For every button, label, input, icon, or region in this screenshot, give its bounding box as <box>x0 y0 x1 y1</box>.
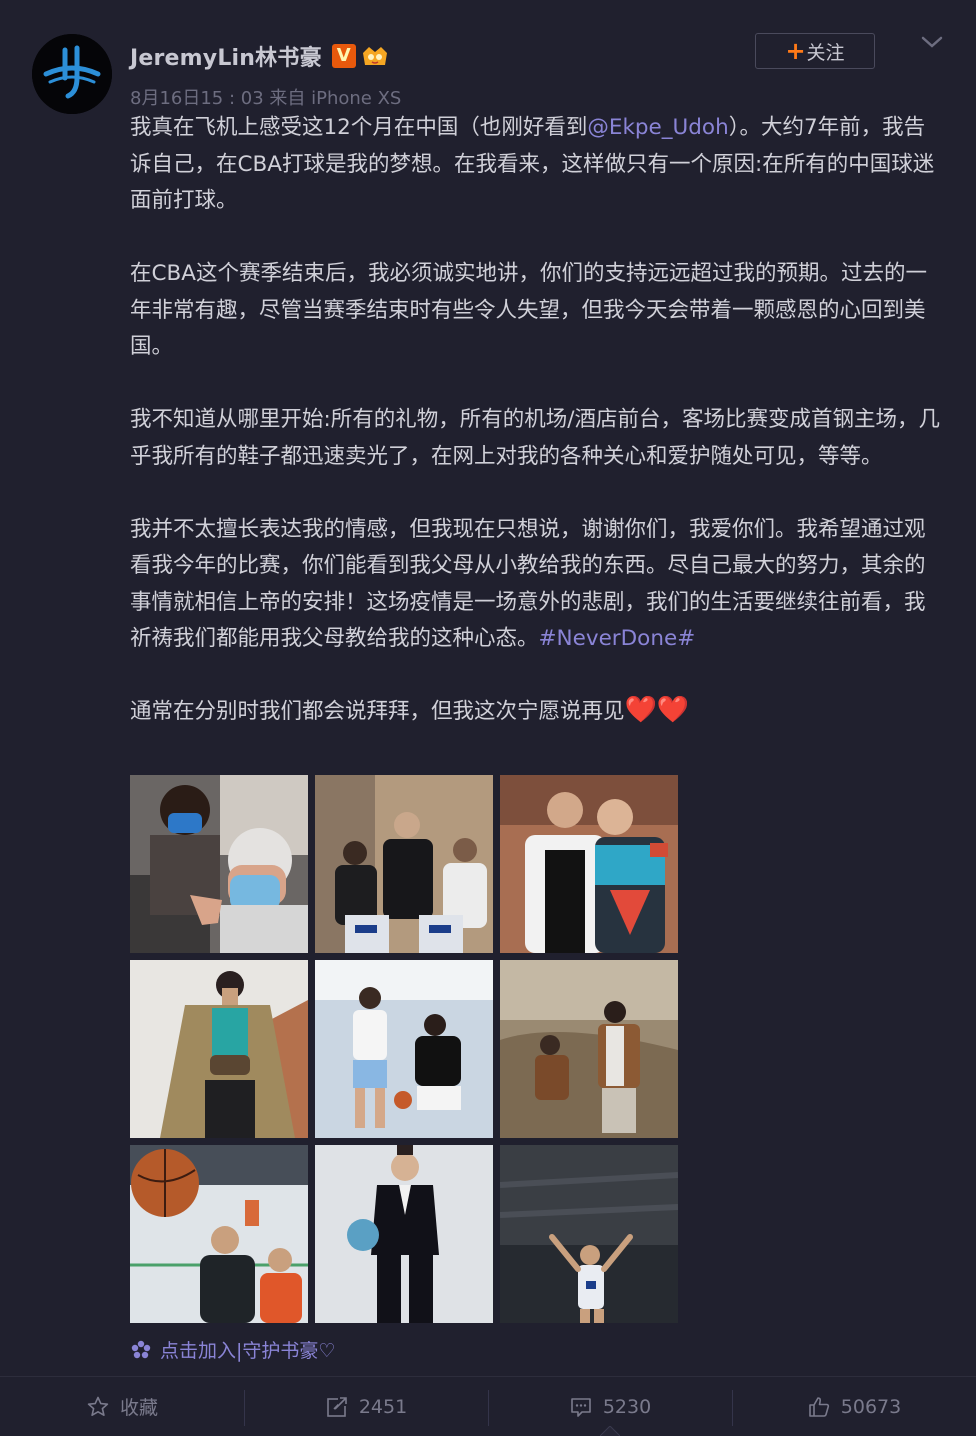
repost-count: 2451 <box>358 1395 408 1418</box>
post-meta: 8月16日15 : 03 来自 iPhone XS <box>130 88 402 109</box>
repost-icon <box>327 1394 349 1417</box>
member-crown-icon <box>362 47 387 65</box>
follow-label: 关注 <box>806 41 845 64</box>
photo-arena-crowd <box>500 1145 678 1323</box>
photo-game-layup <box>130 1145 308 1323</box>
photo-thumbnail[interactable] <box>500 960 678 1138</box>
like-button[interactable]: 50673 <box>732 1377 976 1436</box>
like-count: 50673 <box>840 1395 902 1418</box>
repost-button[interactable]: 2451 <box>244 1377 488 1436</box>
author-name-text[interactable]: JeremyLin林书豪 <box>130 46 322 71</box>
favorite-button[interactable]: 收藏 <box>0 1377 244 1436</box>
thumbs-up-icon <box>808 1396 829 1417</box>
paragraph-1: 我真在飞机上感受这12个月在中国（也刚好看到@Ekpe_Udoh）。大约7年前，… <box>130 110 942 220</box>
paragraph-2: 在CBA这个赛季结束后，我必须诚实地讲，你们的支持远远超过我的预期。过去的一年非… <box>130 261 927 359</box>
paragraph-3: 我不知道从哪里开始:所有的礼物，所有的机场/酒店前台，客场比赛变成首钢主场，几乎… <box>130 407 940 469</box>
photo-thumbnail[interactable] <box>130 1145 308 1323</box>
photo-trench-coat <box>130 960 308 1138</box>
paragraph-4-text: 我并不太擅长表达我的情感，但我现在只想说，谢谢你们，我爱你们。我希望通过观看我今… <box>130 516 926 652</box>
photo-thumbnail[interactable] <box>500 1145 678 1323</box>
chevron-down-icon[interactable] <box>920 34 944 50</box>
paragraph-1-start: 我真在飞机上感受这12个月在中国（也刚好看到 <box>130 115 588 140</box>
supertopic-link[interactable]: 点击加入|守护书豪♡ <box>130 1336 335 1363</box>
photo-thumbnail[interactable] <box>315 1145 493 1323</box>
photo-hillside <box>500 960 678 1138</box>
photo-thumbnail[interactable] <box>130 775 308 953</box>
plus-icon: + <box>785 37 806 65</box>
photo-suit-portrait <box>315 1145 493 1323</box>
photo-grid <box>130 775 680 1325</box>
mention-link[interactable]: @Ekpe_Udoh <box>587 115 729 140</box>
paragraph-5-text: 通常在分别时我们都会说拜拜，但我这次宁愿说再见 <box>130 699 625 724</box>
comment-button[interactable]: 5230 <box>488 1377 732 1436</box>
avatar[interactable] <box>32 34 112 114</box>
photo-airplane-selfie <box>130 775 308 953</box>
photo-thumbnail[interactable] <box>315 775 493 953</box>
comment-count: 5230 <box>602 1395 652 1418</box>
photo-thumbnail[interactable] <box>500 775 678 953</box>
comment-caret-icon <box>600 1426 620 1436</box>
photo-with-friend <box>500 775 678 953</box>
author-name[interactable]: JeremyLin林书豪 V <box>130 40 390 72</box>
hashtag-link[interactable]: #NeverDone# <box>538 626 696 651</box>
photo-thumbnail[interactable] <box>130 960 308 1138</box>
paragraph-5: 通常在分别时我们都会说拜拜，但我这次宁愿说再见❤️❤️ <box>130 694 942 731</box>
photo-family-jerseys <box>315 775 493 953</box>
jl-logo-icon <box>32 34 112 114</box>
heart-emoji: ❤️❤️ <box>624 695 690 725</box>
paragraph-1-end: ）。大约7年前，我告诉自己，在CBA打球是我的梦想。在我看来，这样做只有一个原因… <box>130 115 935 213</box>
paragraph-4: 我并不太擅长表达我的情感，但我现在只想说，谢谢你们，我爱你们。我希望通过观看我今… <box>130 512 942 658</box>
photo-basketball-practice <box>315 960 493 1138</box>
post-text: 我真在飞机上感受这12个月在中国（也刚好看到@Ekpe_Udoh）。大约7年前，… <box>130 110 942 731</box>
photo-thumbnail[interactable] <box>315 960 493 1138</box>
comment-icon <box>571 1397 591 1417</box>
star-icon <box>87 1396 109 1416</box>
action-toolbar: 收藏 2451 5230 50673 <box>0 1376 976 1436</box>
supertopic-label: 点击加入|守护书豪♡ <box>160 1340 336 1362</box>
favorite-label: 收藏 <box>119 1397 158 1419</box>
follow-button[interactable]: + 关注 <box>755 33 875 69</box>
verified-icon: V <box>331 44 356 68</box>
supertopic-icon <box>131 1340 151 1358</box>
